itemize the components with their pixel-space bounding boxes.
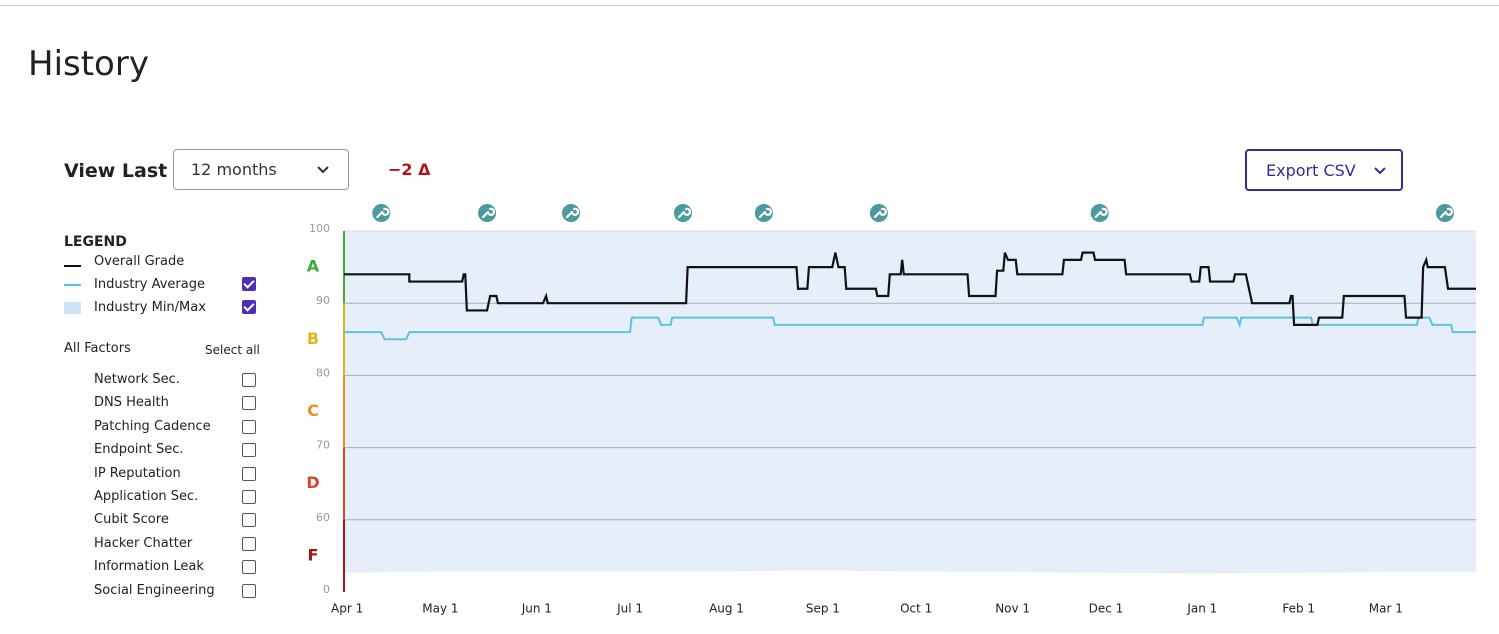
x-tick-label: Jul 1	[616, 602, 643, 616]
wrench	[677, 207, 692, 219]
legend-swatch	[64, 302, 81, 314]
grade-label: C	[307, 401, 319, 420]
export-button[interactable]: Export CSV	[1245, 149, 1403, 191]
checkbox[interactable]	[242, 396, 256, 411]
grade-label: D	[306, 473, 319, 492]
chevron	[317, 166, 329, 174]
top-border	[0, 5, 1499, 6]
wrench	[1439, 207, 1453, 219]
view-last-label: View Last	[64, 160, 168, 182]
factor-label: Patching Cadence	[94, 418, 211, 434]
legend-label: Overall Grade	[94, 254, 185, 269]
checkbox[interactable]	[242, 419, 256, 434]
grade-label: F	[308, 545, 319, 564]
checkbox[interactable]	[242, 466, 256, 481]
factor-label: DNS Health	[94, 395, 169, 411]
wrench	[565, 207, 580, 219]
y-tick-label: 60	[316, 511, 330, 524]
legend-swatch	[64, 284, 81, 286]
x-tick-label: Oct 1	[900, 602, 932, 616]
checkbox[interactable]	[242, 560, 256, 575]
factor-label: Social Engineering	[94, 582, 215, 598]
factor-label: Information Leak	[94, 559, 204, 575]
wrench	[376, 207, 390, 219]
series-line	[344, 316, 1476, 341]
y-tick-label: 90	[316, 294, 330, 307]
grade-label: B	[307, 329, 319, 348]
y-tick-label: 100	[309, 222, 330, 235]
legend-label: Industry Average	[94, 277, 205, 292]
x-tick-label: Apr 1	[331, 602, 363, 616]
event-marker[interactable]	[562, 204, 581, 222]
x-tick-label: Mar 1	[1369, 602, 1403, 616]
x-tick-label: Sep 1	[806, 602, 840, 616]
x-tick-label: Jun 1	[521, 602, 552, 616]
range-select[interactable]: 12 months	[173, 149, 349, 190]
legend-label: Industry Min/Max	[94, 300, 206, 315]
legend-title: LEGEND	[64, 234, 127, 250]
x-tick-label: Dec 1	[1089, 602, 1124, 616]
event-marker[interactable]	[372, 204, 391, 222]
factor-label: Endpoint Sec.	[94, 442, 184, 458]
checkbox[interactable]	[242, 277, 256, 291]
range-value: 12 months	[191, 160, 277, 179]
checkbox[interactable]	[242, 536, 256, 551]
chevron	[1374, 167, 1386, 175]
checkbox[interactable]	[242, 443, 256, 458]
wrench	[758, 207, 772, 219]
x-tick-label: Nov 1	[995, 602, 1030, 616]
event-marker[interactable]	[1435, 204, 1454, 222]
event-marker[interactable]	[673, 204, 692, 222]
select-all[interactable]: Select all	[205, 343, 260, 357]
x-tick-label: Jan 1	[1186, 602, 1217, 616]
checkbox[interactable]	[242, 513, 256, 528]
x-tick-label: Feb 1	[1282, 602, 1315, 616]
event-marker[interactable]	[478, 204, 497, 222]
factor-label: Cubit Score	[94, 512, 169, 528]
checkbox[interactable]	[242, 373, 256, 387]
export-label: Export CSV	[1266, 161, 1356, 180]
grade-label: A	[307, 257, 320, 276]
x-tick-label: Aug 1	[709, 602, 744, 616]
event-marker[interactable]	[1090, 204, 1109, 222]
x-tick-label: May 1	[422, 602, 458, 616]
event-marker[interactable]	[754, 204, 773, 222]
grade-delta: −2 Δ	[388, 160, 431, 179]
wrench	[481, 207, 496, 219]
wrench	[1094, 207, 1108, 219]
event-marker[interactable]	[869, 204, 888, 222]
legend-swatch	[64, 265, 81, 267]
y-tick-label: 70	[316, 439, 330, 452]
y-tick-label: 80	[316, 366, 330, 379]
series-line	[344, 251, 1476, 326]
industry-band	[344, 231, 1476, 574]
checkbox[interactable]	[242, 490, 256, 504]
factor-label: Hacker Chatter	[94, 535, 193, 551]
y-tick-label: 0	[323, 583, 330, 596]
factor-label: IP Reputation	[94, 465, 181, 481]
factor-label: Network Sec.	[94, 372, 180, 387]
factor-label: Application Sec.	[94, 489, 199, 504]
checkbox[interactable]	[242, 583, 256, 598]
checkbox[interactable]	[242, 300, 256, 314]
wrench	[873, 207, 887, 219]
page-title: History	[28, 44, 149, 84]
factors-title: All Factors	[64, 341, 131, 356]
